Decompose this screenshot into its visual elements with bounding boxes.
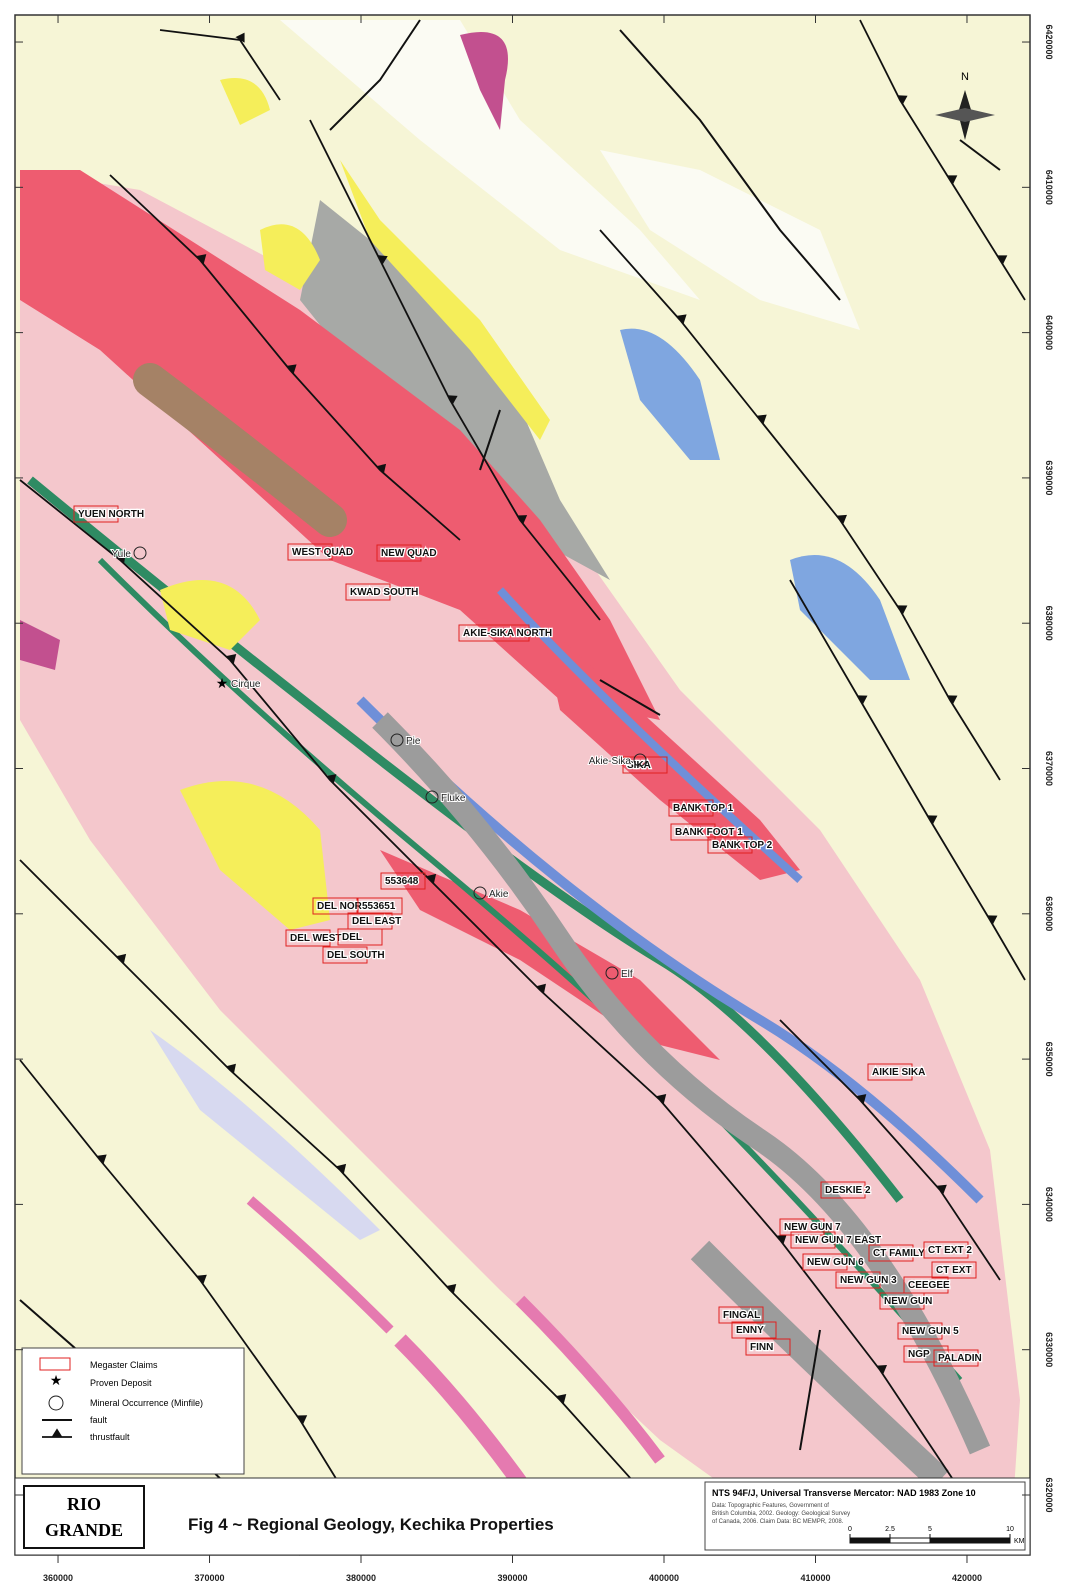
proven-deposit-symbol: ★	[216, 675, 229, 691]
claim-label: CT EXT	[936, 1265, 972, 1276]
claim-label: DEL SOUTH	[327, 950, 385, 961]
scale-segment	[930, 1538, 1010, 1543]
logo-text: GRANDE	[45, 1520, 123, 1540]
occurrence-label: Pie	[406, 736, 421, 747]
scale-label: 5	[928, 1526, 932, 1533]
map-figure: N YUEN NORTH WEST QUAD NEW QUAD KWAD SOUTH A…	[0, 0, 1065, 1591]
y-tick-label: 6420000	[1044, 25, 1054, 60]
scale-segment	[850, 1538, 890, 1543]
occurrence-label: Fluke	[441, 793, 466, 804]
claim-label: NEW GUN 5	[902, 1326, 959, 1337]
legend-label: Megaster Claims	[90, 1360, 158, 1370]
y-tick-label: 6330000	[1044, 1332, 1054, 1367]
x-tick-label: 420000	[952, 1573, 982, 1583]
claim-label: CT EXT 2	[928, 1245, 972, 1256]
scale-label: 0	[848, 1526, 852, 1533]
y-tick-label: 6400000	[1044, 315, 1054, 350]
map-title: Fig 4 ~ Regional Geology, Kechika Proper…	[188, 1515, 554, 1534]
x-tick-label: 360000	[43, 1573, 73, 1583]
claim-label: NEW GUN 3	[840, 1275, 897, 1286]
credits: of Canada, 2006. Claim Data: BC MEMPR, 2…	[712, 1519, 844, 1525]
claim-label: NEW GUN 7 EAST	[795, 1235, 881, 1246]
claim-label: BANK TOP 1	[673, 803, 734, 814]
claim-label: NEW GUN 6	[807, 1257, 864, 1268]
logo-text: RIO	[67, 1494, 101, 1514]
legend-star-symbol: ★	[50, 1372, 63, 1388]
legend-label: fault	[90, 1415, 108, 1425]
y-tick-label: 6320000	[1044, 1477, 1054, 1512]
claim-label: AIKIE SIKA	[872, 1067, 925, 1078]
y-tick-label: 6360000	[1044, 896, 1054, 931]
claim-label: DESKIE 2	[825, 1185, 871, 1196]
claim-label: BANK TOP 2	[712, 840, 773, 851]
occurrence-label: Yule	[112, 549, 132, 560]
y-tick-label: 6410000	[1044, 170, 1054, 205]
y-tick-label: 6340000	[1044, 1187, 1054, 1222]
claim-label: BANK FOOT 1	[675, 827, 743, 838]
north-label: N	[961, 71, 969, 83]
x-tick-label: 380000	[346, 1573, 376, 1583]
claim-label: NEW GUN	[884, 1296, 932, 1307]
claim-label: CT FAMILY	[873, 1248, 925, 1259]
claim-label: DEL	[342, 932, 362, 943]
scale-unit: KM	[1014, 1538, 1025, 1545]
credits: Data: Topographic Features, Government o…	[712, 1503, 829, 1509]
claim-label: ENNY	[736, 1325, 764, 1336]
x-tick-label: 400000	[649, 1573, 679, 1583]
scale-label: 10	[1006, 1526, 1014, 1533]
claim-label: NGP	[908, 1349, 930, 1360]
legend-label: Mineral Occurrence (Minfile)	[90, 1398, 203, 1408]
claim-label: PALADIN	[938, 1353, 982, 1364]
geology	[15, 15, 1030, 1555]
projection: NTS 94F/J, Universal Transverse Mercator…	[712, 1488, 976, 1498]
claim-label: FINGAL	[723, 1310, 760, 1321]
occurrence-label: Akie-Sika	[589, 756, 632, 767]
credits: British Columbia, 2002. Geology: Geologi…	[712, 1511, 850, 1517]
claim-label: CEEGEE	[908, 1280, 950, 1291]
claim-label: NEW QUAD	[381, 548, 437, 559]
claim-label: DEL EAST	[352, 916, 401, 927]
x-tick-label: 390000	[497, 1573, 527, 1583]
legend-label: thrustfault	[90, 1432, 130, 1442]
occurrence-label: Elf	[621, 969, 633, 980]
legend-label: Proven Deposit	[90, 1378, 152, 1388]
y-tick-label: 6370000	[1044, 751, 1054, 786]
claim-label: 553648	[385, 876, 419, 887]
claim-label: KWAD SOUTH	[350, 587, 418, 598]
y-tick-label: 6390000	[1044, 460, 1054, 495]
claim-label: WEST QUAD	[292, 547, 353, 558]
claim-label: 553651	[362, 901, 396, 912]
scale-label: 2.5	[885, 1526, 895, 1533]
y-tick-label: 6380000	[1044, 606, 1054, 641]
occurrence-label: Cirque	[231, 679, 261, 690]
x-tick-label: 410000	[800, 1573, 830, 1583]
y-tick-label: 6350000	[1044, 1042, 1054, 1077]
legend: ★ Megaster Claims Proven Deposit Mineral…	[22, 1348, 244, 1474]
claim-label: DEL WEST	[290, 933, 341, 944]
occurrence-label: Akie	[489, 889, 509, 900]
x-tick-label: 370000	[194, 1573, 224, 1583]
claim-label: YUEN NORTH	[78, 509, 144, 520]
claim-label: AKIE-SIKA NORTH	[463, 628, 552, 639]
claim-label: FINN	[750, 1342, 773, 1353]
claim-label: NEW GUN 7	[784, 1222, 841, 1233]
